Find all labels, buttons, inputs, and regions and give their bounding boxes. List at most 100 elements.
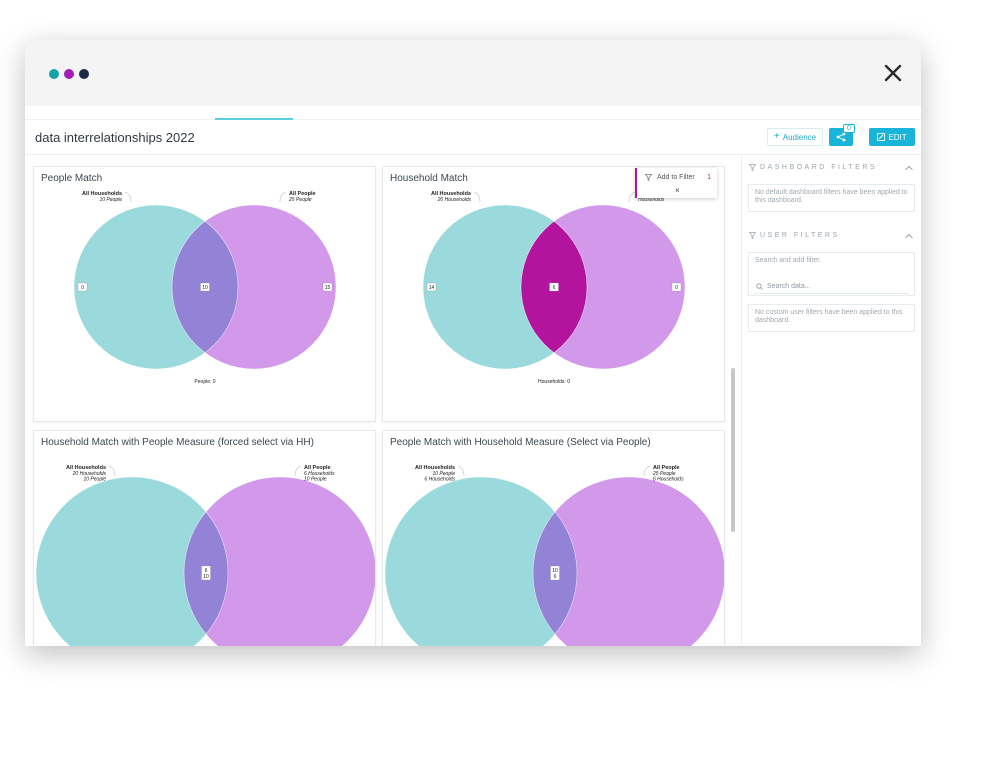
- search-icon: [756, 283, 763, 290]
- leader-line: [108, 465, 116, 477]
- set-a-sublabel: 10 People: [432, 471, 455, 477]
- search-data-input[interactable]: Search data...: [754, 280, 909, 294]
- leader-line: [643, 465, 651, 477]
- chart-title: Household Match: [390, 173, 468, 184]
- venn-outline-b: [520, 204, 686, 370]
- add-to-filter-label: Add to Filter: [657, 174, 695, 181]
- venn-footer-label: Households: 0: [538, 379, 570, 385]
- dashboard-filters-heading-text: DASHBOARD FILTERS: [760, 164, 878, 171]
- set-b-sublabel: 10 People: [304, 477, 327, 483]
- set-a-sublabel: 20 Households: [72, 471, 107, 477]
- venn-overlap[interactable]: [521, 205, 685, 369]
- dashboard-app: data interrelationships 2022 + Audience …: [25, 106, 921, 646]
- set-a-sublabel: 6 Households: [424, 477, 455, 483]
- leader-line: [628, 191, 636, 203]
- venn-outline-a: [73, 204, 239, 370]
- filter-icon: [749, 164, 756, 171]
- venn-outline-b: [183, 476, 375, 646]
- set-a-label: All Households: [66, 465, 106, 471]
- popup-close-button[interactable]: ×: [675, 186, 680, 195]
- region-a-only-value: 0: [81, 285, 84, 291]
- venn-outline-a: [422, 204, 588, 370]
- search-placeholder: Search data...: [767, 283, 811, 290]
- close-icon[interactable]: [884, 64, 902, 82]
- edit-icon: [877, 133, 886, 141]
- value-box: [426, 282, 437, 292]
- region-overlap-value: 10: [202, 285, 208, 291]
- dashboard-title: data interrelationships 2022: [35, 130, 195, 145]
- venn-set-a[interactable]: [36, 477, 228, 646]
- value-box: [322, 282, 333, 292]
- value-box: [550, 565, 560, 581]
- plus-icon: +: [773, 131, 780, 142]
- chart-title: People Match: [41, 173, 103, 184]
- dashboard-filters-heading: DASHBOARD FILTERS: [749, 164, 877, 171]
- venn-outline-b: [171, 204, 337, 370]
- set-b-sublabel: 25 People: [288, 197, 312, 203]
- value-box: [77, 282, 88, 292]
- audience-button-label: Audience: [782, 132, 817, 142]
- venn-footer-label: People: 0: [194, 379, 215, 385]
- region-overlap-value: 10: [552, 568, 558, 574]
- venn-set-b[interactable]: [533, 477, 725, 646]
- add-to-filter-button[interactable]: Add to Filter: [645, 174, 695, 181]
- venn-overlap[interactable]: [172, 205, 336, 369]
- set-a-label: All Households: [431, 191, 471, 197]
- region-b-only-value: 15: [325, 285, 331, 291]
- set-b-label: All People: [289, 191, 316, 197]
- sidebar-divider: [741, 154, 742, 646]
- region-overlap-value: 6: [205, 568, 208, 574]
- venn-outline-a: [35, 476, 229, 646]
- add-to-filter-popup: Add to Filter 1 ×: [635, 168, 717, 198]
- window-chrome: [25, 40, 921, 106]
- set-b-sublabel: 6 Households: [653, 477, 684, 483]
- venn-outline-b: [532, 476, 724, 646]
- set-b-sublabel: 6 Households: [304, 471, 335, 477]
- edit-button-label: EDIT: [888, 132, 907, 142]
- filter-count: 1: [707, 174, 711, 181]
- region-a-only-value: 14: [429, 285, 435, 291]
- value-box: [549, 282, 559, 292]
- chart-title: People Match with Household Measure (Sel…: [390, 437, 651, 448]
- leader-line: [279, 191, 287, 203]
- header-divider: [25, 154, 921, 155]
- window-dot-purple: [64, 69, 74, 79]
- user-filters-heading-text: USER FILTERS: [760, 232, 840, 239]
- leader-line: [124, 191, 132, 203]
- leader-line: [457, 465, 465, 477]
- chevron-up-icon[interactable]: [905, 165, 913, 171]
- region-overlap-value: 10: [203, 574, 209, 580]
- venn-outline-a: [384, 476, 578, 646]
- leader-line: [294, 465, 302, 477]
- region-b-only-value: 0: [675, 285, 678, 291]
- window-dot-teal: [49, 69, 59, 79]
- user-filter-search-box: Search and add filter.: [748, 252, 915, 296]
- venn-set-a[interactable]: [385, 477, 577, 646]
- set-b-sublabel: 25 People: [652, 471, 676, 477]
- edit-button[interactable]: EDIT: [869, 128, 915, 146]
- share-count-badge: 0: [843, 124, 855, 133]
- set-b-label: All People: [653, 465, 680, 471]
- scrollbar-thumb[interactable]: [731, 368, 735, 532]
- tab-bar: [25, 106, 921, 120]
- search-label: Search and add filter.: [755, 257, 822, 264]
- set-a-sublabel: 10 People: [99, 197, 122, 203]
- active-tab-indicator: [215, 118, 293, 120]
- set-a-label: All Households: [82, 191, 122, 197]
- filter-icon: [645, 174, 652, 181]
- set-b-label: All People: [304, 465, 331, 471]
- dashboard-filters-empty: No default dashboard filters have been a…: [748, 184, 915, 212]
- add-audience-button[interactable]: + Audience: [767, 128, 823, 146]
- value-box: [200, 282, 210, 292]
- chevron-up-icon[interactable]: [905, 233, 913, 239]
- region-overlap-value: 6: [554, 574, 557, 580]
- set-b-sublabel: Households: [638, 197, 665, 203]
- value-box: [671, 282, 682, 292]
- region-overlap-value: 6: [553, 285, 556, 291]
- chart-card-household-match-people-measure: Household Match with People Measure (for…: [33, 430, 376, 646]
- venn-set-b[interactable]: [184, 477, 376, 646]
- user-filters-empty: No custom user filters have been applied…: [748, 304, 915, 332]
